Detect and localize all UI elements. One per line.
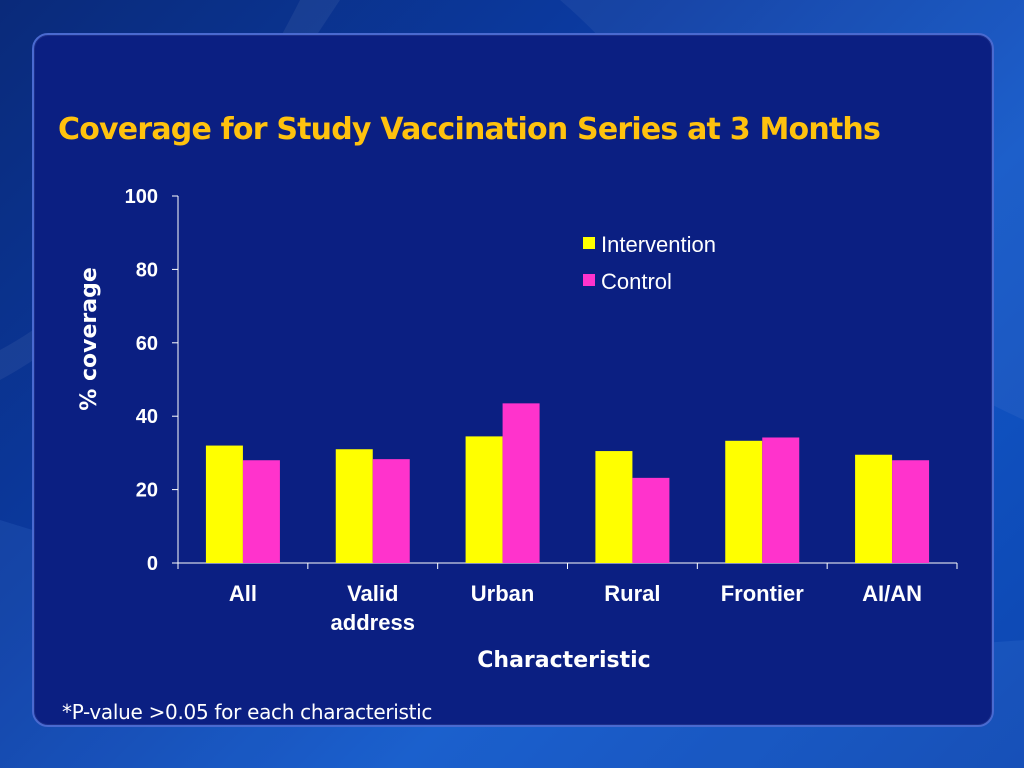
bar-intervention xyxy=(205,445,243,563)
y-tick-label: 100 xyxy=(125,186,158,208)
x-tick-label: Frontier xyxy=(721,581,805,606)
bar-intervention xyxy=(725,440,763,563)
x-tick-label: All xyxy=(229,581,257,606)
legend-swatch-intervention xyxy=(583,237,595,249)
bar-intervention xyxy=(855,454,893,563)
legend-label-control: Control xyxy=(601,269,672,294)
x-tick-label: address xyxy=(331,610,415,635)
y-tick-label: 60 xyxy=(136,333,158,355)
bar-control xyxy=(762,437,800,563)
bar-control xyxy=(502,403,540,563)
y-tick-label: 0 xyxy=(147,553,158,575)
y-tick-label: 80 xyxy=(136,259,158,281)
y-tick-label: 40 xyxy=(136,406,158,428)
bar-control xyxy=(242,460,280,563)
slide-panel xyxy=(32,33,994,727)
bar-control xyxy=(892,460,930,563)
footnote: *P-value >0.05 for each characteristic xyxy=(62,700,433,724)
y-tick-label: 20 xyxy=(136,480,158,502)
x-axis-title: Characteristic xyxy=(477,648,650,673)
bar-intervention xyxy=(595,451,633,563)
legend-label-intervention: Intervention xyxy=(601,232,716,257)
bar-control xyxy=(632,477,670,563)
x-tick-label: Urban xyxy=(471,581,535,606)
x-tick-label: Valid xyxy=(347,581,398,606)
x-tick-label: Rural xyxy=(604,581,660,606)
y-axis-title: % coverage xyxy=(77,267,102,410)
bar-intervention xyxy=(335,449,373,563)
legend-swatch-control xyxy=(583,274,595,286)
slide-title: Coverage for Study Vaccination Series at… xyxy=(58,112,881,147)
bar-intervention xyxy=(465,436,503,563)
x-tick-label: AI/AN xyxy=(862,581,922,606)
bar-control xyxy=(372,459,410,563)
